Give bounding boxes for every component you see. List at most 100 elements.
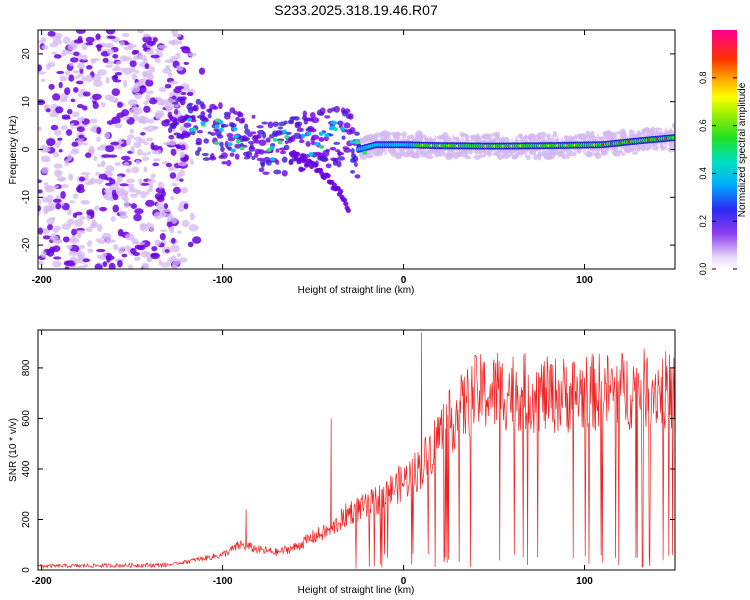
spectrogram-speckle (47, 224, 53, 231)
spectrogram-speckle (59, 75, 67, 82)
snr-xlabel: Height of straight line (km) (298, 585, 415, 596)
spectrogram-speckle (73, 218, 84, 227)
spectrogram-speckle (61, 52, 67, 57)
spectrogram-speckle (114, 162, 121, 167)
spectrogram-trace-blob (353, 162, 358, 167)
spectrogram-bright-spot (319, 144, 325, 149)
snr-ytick-label: 400 (21, 460, 32, 477)
spectrogram-speckle (71, 228, 78, 236)
spectrogram-speckle (82, 91, 91, 97)
spectrogram-speckle (52, 151, 60, 158)
spectrogram-speckle (119, 41, 125, 47)
spectrogram-trace-blob (167, 126, 173, 134)
spectrogram-trace-blob (183, 122, 192, 128)
spectrogram-trace-blob (207, 113, 212, 119)
spectrogram-speckle (50, 124, 59, 131)
spectrogram-speckle (121, 32, 130, 38)
spectrogram-speckle (112, 67, 119, 72)
spectrogram-trace-blob (343, 147, 352, 153)
spectrogram-speckle (76, 126, 85, 133)
spectrogram-speckle (181, 46, 191, 54)
spectrogram-speckle (46, 138, 56, 147)
spectrogram-speckle (145, 90, 154, 95)
spectrogram-speckle (177, 161, 188, 167)
spectrogram-speckle (61, 184, 69, 189)
spectrogram-trace-blob (219, 141, 224, 148)
spectrogram-trace-blob (337, 150, 342, 157)
spectrogram-trace-blob (525, 155, 531, 161)
spectrogram-speckle (177, 40, 183, 45)
spectrogram-speckle (68, 173, 74, 181)
spectrogram-speckle (129, 66, 136, 73)
spectrogram-speckle (152, 162, 160, 167)
spectrogram-trace-blob (350, 169, 356, 174)
spectrogram-speckle (105, 64, 114, 68)
spectrogram-speckle (53, 163, 63, 169)
spectrogram-trace-blob (251, 114, 256, 119)
spectrogram-trace-blob (325, 163, 332, 169)
spectrogram-speckle (150, 54, 160, 59)
spectrogram-speckle (145, 79, 154, 87)
spectrogram-trace-blob (197, 146, 202, 152)
spectrogram-speckle (168, 166, 173, 172)
spectrogram-speckle (187, 52, 197, 57)
spectrogram-bright-spot (227, 142, 233, 147)
spectrogram-ytick-label: 0 (21, 146, 32, 152)
spectrogram-speckle (79, 244, 86, 250)
spectrogram-trace-blob (171, 101, 179, 105)
spectrogram-speckle (172, 186, 181, 194)
spectrogram-trace-blob (254, 139, 260, 144)
spectrogram-speckle (130, 203, 138, 210)
spectrogram-speckle (139, 182, 150, 186)
spectrogram-speckle (135, 241, 146, 246)
spectrogram-speckle (72, 193, 79, 199)
spectrogram-speckle (58, 177, 65, 182)
spectrogram-trace-blob (258, 167, 265, 173)
spectrogram-speckle (82, 142, 89, 146)
spectrogram-speckle (164, 83, 172, 89)
spectrogram-trace-blob (167, 111, 173, 119)
spectrogram-speckle (87, 248, 94, 253)
spectrogram-speckle (106, 48, 115, 55)
spectrogram-speckle (130, 86, 141, 93)
spectrogram-speckle (51, 51, 57, 55)
spectrogram-speckle (106, 254, 111, 263)
spectrogram-speckle (125, 168, 132, 174)
spectrogram-trace-blob (202, 117, 208, 121)
spectrogram-trace-blob (223, 111, 232, 116)
spectrogram-speckle (96, 136, 101, 142)
spectrogram-speckle (81, 76, 87, 82)
spectrogram-speckle (147, 40, 156, 46)
spectrogram-speckle (78, 134, 85, 139)
spectrogram-speckle (135, 81, 142, 85)
snr-series-line (38, 332, 675, 569)
colorbar-tick-label: 0.4 (698, 167, 708, 180)
spectrogram-trace-blob (241, 117, 246, 124)
spectrogram-speckle (169, 172, 177, 179)
spectrogram-ylabel: Frequency (Hz) (8, 116, 19, 185)
spectrogram-trace-blob (295, 121, 303, 126)
spectrogram-speckle (62, 36, 71, 44)
spectrogram-speckle (171, 265, 178, 269)
spectrogram-speckle (143, 105, 151, 113)
spectrogram-speckle (171, 30, 179, 36)
spectrogram-branch-blob (325, 173, 331, 179)
spectrogram-speckle (38, 71, 47, 75)
spectrogram-speckle (55, 106, 64, 114)
spectrogram-bright-spot (266, 147, 272, 152)
spectrogram-trace-blob (333, 105, 340, 113)
spectrogram-xtick-label: 0 (401, 275, 407, 286)
spectrogram-branch-blob (338, 189, 344, 194)
spectrogram-trace-blob (226, 159, 232, 167)
spectrogram-speckle (176, 65, 184, 71)
spectrogram-bright-spot (330, 120, 336, 125)
spectrogram-speckle (68, 250, 78, 256)
spectrogram-speckle (90, 58, 97, 64)
spectrogram-speckle (53, 54, 62, 59)
spectrogram-speckle (166, 259, 172, 263)
spectrogram-speckle (175, 52, 181, 60)
spectrogram-speckle (75, 80, 84, 85)
spectrogram-speckle (103, 188, 114, 194)
spectrogram-trace-blob (337, 156, 346, 161)
colorbar-tick-label: 0.0 (698, 263, 708, 276)
